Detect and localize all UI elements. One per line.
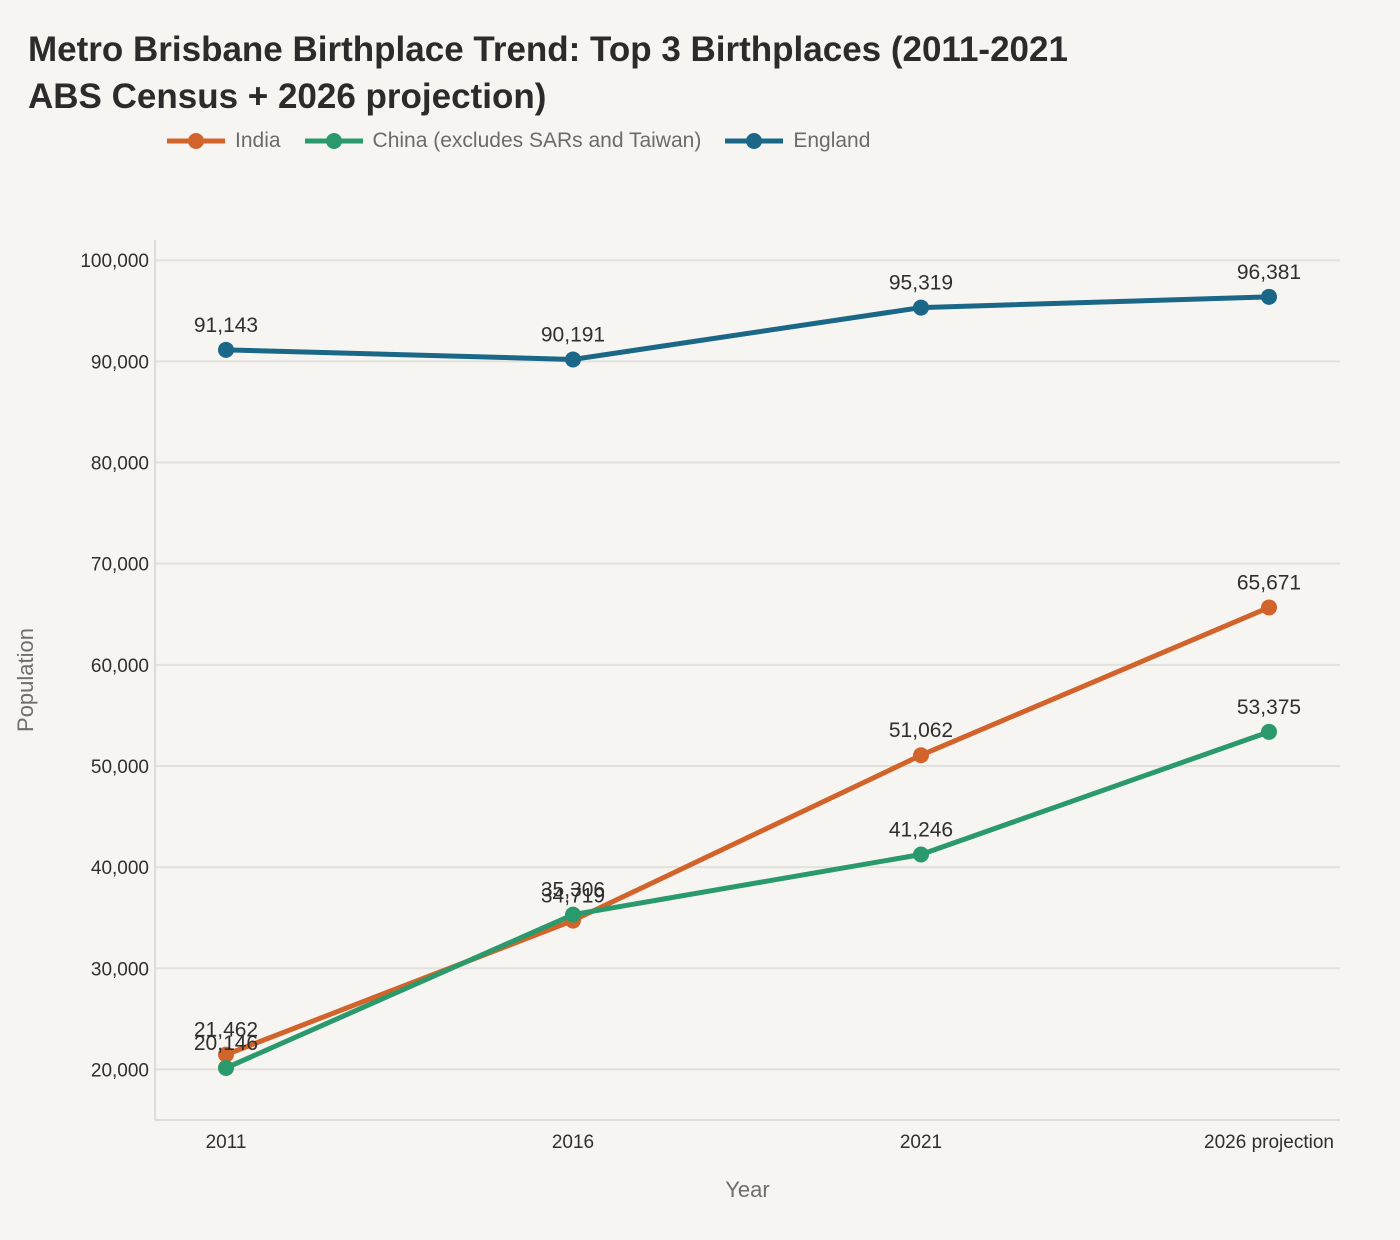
- data-label-england: 90,191: [541, 323, 605, 346]
- series-line-india: [225, 605, 1270, 1057]
- data-point-china-excludes-sars-and-taiwan: [218, 1059, 234, 1076]
- y-tick-label: 80,000: [91, 454, 149, 475]
- data-point-england: [1261, 288, 1277, 305]
- legend-label: India: [235, 129, 281, 152]
- legend-swatch: [304, 133, 363, 149]
- y-tick-label: 100,000: [80, 251, 149, 272]
- data-label-england: 96,381: [1237, 261, 1301, 284]
- x-tick-label: 2016: [552, 1132, 594, 1153]
- data-label-england: 95,319: [889, 272, 953, 295]
- data-point-india: [913, 747, 929, 764]
- chart-title: Metro Brisbane Birthplace Trend: Top 3 B…: [28, 30, 1068, 116]
- data-point-england: [218, 341, 234, 358]
- data-point-china-excludes-sars-and-taiwan: [565, 906, 581, 923]
- x-tick-label: 2021: [900, 1132, 942, 1153]
- data-label-india: 21,462: [194, 1019, 258, 1042]
- legend-swatch: [167, 133, 225, 149]
- legend-item-england[interactable]: England: [723, 129, 870, 153]
- y-tick-label: 60,000: [91, 656, 149, 677]
- data-point-england: [565, 351, 581, 368]
- data-label-china-excludes-sars-and-taiwan: 41,246: [889, 819, 953, 842]
- x-axis-title: Year: [725, 1177, 769, 1202]
- y-tick-label: 50,000: [91, 757, 149, 778]
- data-labels: 21,462 34,719 51,062 65,671 20,146 35,306 41,2…: [194, 261, 1301, 1055]
- chart-legend: India China (excludes SARs and Taiwan) Eng…: [165, 126, 892, 156]
- y-axis-title: Population: [13, 628, 38, 732]
- data-label-india: 51,062: [889, 719, 953, 742]
- axes: 20,000 30,000 40,000 50,000 60,000 70,000 80,0…: [80, 240, 1340, 1153]
- data-label-india: 65,671: [1237, 571, 1301, 594]
- data-label-china-excludes-sars-and-taiwan: 53,375: [1237, 696, 1301, 719]
- legend-label: China (excludes SARs and Taiwan): [372, 129, 702, 152]
- data-label-india: 34,719: [541, 885, 605, 908]
- y-tick-label: 90,000: [91, 352, 149, 373]
- x-tick-label: 2011: [206, 1132, 247, 1153]
- grid-lines: [155, 259, 1340, 1071]
- data-point-india: [1261, 599, 1277, 616]
- series-line-england: [225, 294, 1270, 362]
- x-tick-label: 2026 projection: [1204, 1132, 1334, 1153]
- legend-item-india[interactable]: India: [165, 129, 281, 153]
- data-point-india: [218, 1046, 234, 1063]
- legend-item-china-excludes-sars-and-taiwan[interactable]: China (excludes SARs and Taiwan): [303, 129, 702, 153]
- data-label-england: 91,143: [194, 314, 258, 337]
- legend-label: England: [793, 129, 871, 152]
- data-point-china-excludes-sars-and-taiwan: [1261, 723, 1277, 740]
- y-tick-label: 20,000: [91, 1060, 149, 1081]
- y-tick-label: 70,000: [91, 555, 149, 576]
- data-point-england: [913, 299, 929, 316]
- data-label-china-excludes-sars-and-taiwan: 20,146: [194, 1032, 258, 1055]
- legend-swatch: [725, 133, 784, 149]
- y-tick-label: 40,000: [91, 858, 149, 879]
- y-tick-label: 30,000: [91, 959, 149, 980]
- data-point-china-excludes-sars-and-taiwan: [913, 846, 929, 863]
- data-label-china-excludes-sars-and-taiwan: 35,306: [541, 879, 605, 902]
- series-lines: [218, 288, 1277, 1076]
- series-line-china-excludes-sars-and-taiwan: [224, 729, 1270, 1071]
